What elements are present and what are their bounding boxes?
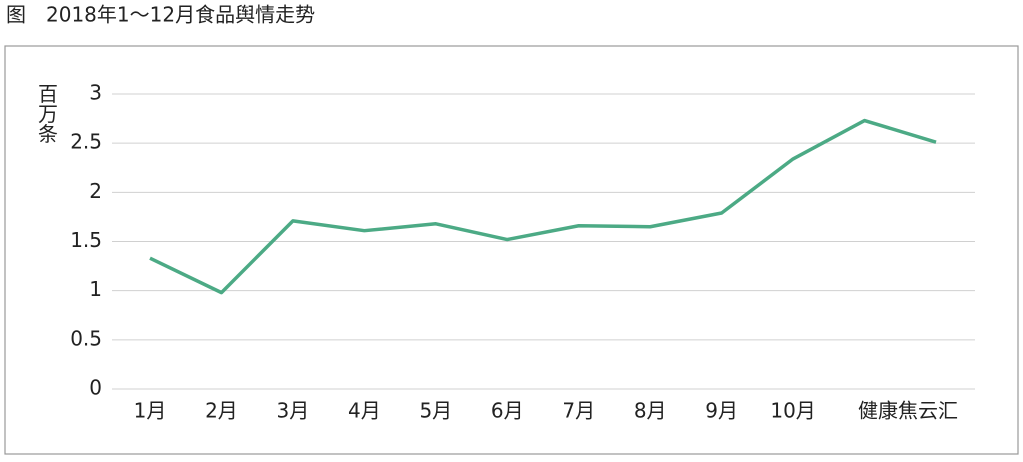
y-tick-label: 3 — [89, 81, 102, 105]
x-tick-label: 7月 — [562, 399, 595, 423]
watermark: 健康焦云汇 — [858, 399, 958, 423]
y-tick-label: 1 — [89, 277, 102, 301]
chart-title: 图 2018年1～12月食品舆情走势 — [6, 3, 315, 27]
y-axis-label: 百万条 — [38, 82, 58, 146]
x-tick-label: 5月 — [419, 399, 452, 423]
x-tick-label: 6月 — [491, 399, 524, 423]
x-tick-label: 9月 — [705, 399, 738, 423]
x-tick-label: 3月 — [277, 399, 310, 423]
data-line — [149, 118, 937, 295]
x-tick-label: 10月 — [770, 399, 815, 423]
y-tick-label: 0.5 — [70, 326, 102, 350]
x-tick-label: 1月 — [134, 399, 167, 423]
y-tick-label: 0 — [89, 376, 102, 400]
x-tick-label: 2月 — [205, 399, 238, 423]
x-tick-label: 8月 — [634, 399, 667, 423]
y-tick-label: 2.5 — [70, 130, 102, 154]
x-tick-label: 4月 — [348, 399, 381, 423]
y-tick-label: 2 — [89, 179, 102, 203]
frame — [4, 45, 1019, 455]
y-tick-label: 1.5 — [70, 228, 102, 252]
